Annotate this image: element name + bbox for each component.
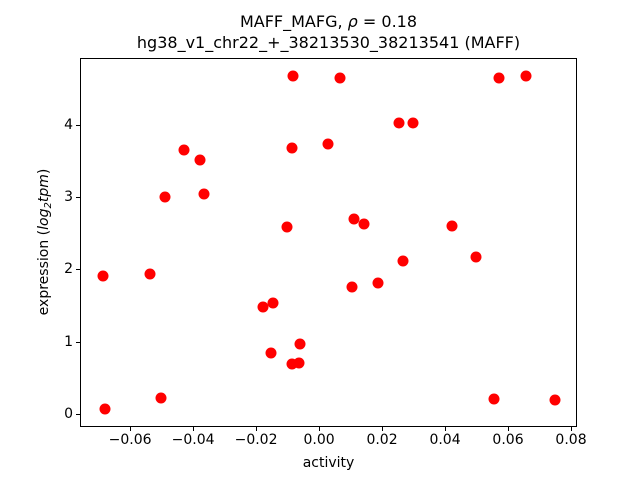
scatter-point xyxy=(144,268,156,280)
scatter-point xyxy=(334,72,346,84)
y-tick-label: 4 xyxy=(64,116,73,133)
y-tick-label: 2 xyxy=(64,261,73,278)
scatter-point xyxy=(178,144,190,156)
y-tick-label: 1 xyxy=(64,333,73,350)
x-tick-mark xyxy=(445,427,447,431)
y-tick-mark xyxy=(76,124,80,126)
scatter-point xyxy=(520,70,532,82)
ylabel-prefix: expression ( xyxy=(36,229,52,316)
x-tick-label: −0.04 xyxy=(171,432,215,448)
scatter-point xyxy=(267,297,279,309)
plot-area xyxy=(80,58,577,427)
scatter-point xyxy=(446,220,458,232)
x-tick-label: 0.04 xyxy=(429,432,461,448)
x-tick-label: −0.02 xyxy=(234,432,278,448)
scatter-point xyxy=(281,221,293,233)
chart-title-line1: MAFF_MAFG, ρ = 0.18 xyxy=(80,11,577,32)
scatter-point xyxy=(358,218,370,230)
rho-symbol: ρ xyxy=(347,12,358,31)
chart-title-line2: hg38_v1_chr22_+_38213530_38213541 (MAFF) xyxy=(136,33,521,52)
rho-value: = 0.18 xyxy=(357,12,418,31)
x-tick-mark xyxy=(130,427,132,431)
x-tick-mark xyxy=(382,427,384,431)
scatter-point xyxy=(286,358,298,370)
scatter-point xyxy=(488,393,500,405)
scatter-point xyxy=(397,255,409,267)
x-tick-mark xyxy=(571,427,573,431)
scatter-point xyxy=(99,403,111,415)
y-tick-mark xyxy=(76,341,80,343)
scatter-point xyxy=(407,117,419,129)
y-tick-label: 0 xyxy=(64,405,73,422)
scatter-point xyxy=(265,347,277,359)
ylabel-log: log xyxy=(36,208,52,230)
scatter-point xyxy=(493,72,505,84)
scatter-point xyxy=(155,392,167,404)
scatter-point xyxy=(257,301,269,313)
y-axis-label: expression (log2tpm) xyxy=(36,168,54,316)
x-axis-label: activity xyxy=(302,455,355,471)
scatter-point xyxy=(393,117,405,129)
scatter-point xyxy=(286,142,298,154)
ylabel-subscript: 2 xyxy=(43,202,54,209)
x-tick-mark xyxy=(193,427,195,431)
y-tick-mark xyxy=(76,269,80,271)
ylabel-var: tpm xyxy=(36,174,52,203)
scatter-point xyxy=(372,277,384,289)
x-tick-label: 0.06 xyxy=(492,432,524,448)
x-tick-mark xyxy=(508,427,510,431)
scatter-point xyxy=(294,338,306,350)
title-text: MAFF_MAFG, xyxy=(239,12,348,31)
scatter-point xyxy=(198,188,210,200)
scatter-point xyxy=(159,191,171,203)
chart-title: MAFF_MAFG, ρ = 0.18 hg38_v1_chr22_+_3821… xyxy=(80,11,577,53)
x-tick-mark xyxy=(319,427,321,431)
x-tick-label: −0.06 xyxy=(108,432,152,448)
scatter-point xyxy=(97,270,109,282)
y-tick-label: 3 xyxy=(64,188,73,205)
scatter-point xyxy=(194,154,206,166)
scatter-point xyxy=(322,138,334,150)
scatter-point xyxy=(470,251,482,263)
y-tick-mark xyxy=(76,196,80,198)
scatter-point xyxy=(293,357,305,369)
scatter-point xyxy=(348,213,360,225)
x-tick-label: 0.00 xyxy=(303,432,335,448)
x-tick-label: 0.08 xyxy=(555,432,587,448)
ylabel-close: ) xyxy=(36,168,52,175)
x-tick-mark xyxy=(256,427,258,431)
scatter-point xyxy=(549,394,561,406)
scatter-point xyxy=(346,281,358,293)
x-tick-label: 0.02 xyxy=(366,432,398,448)
scatter-point xyxy=(287,70,299,82)
y-tick-mark xyxy=(76,413,80,415)
